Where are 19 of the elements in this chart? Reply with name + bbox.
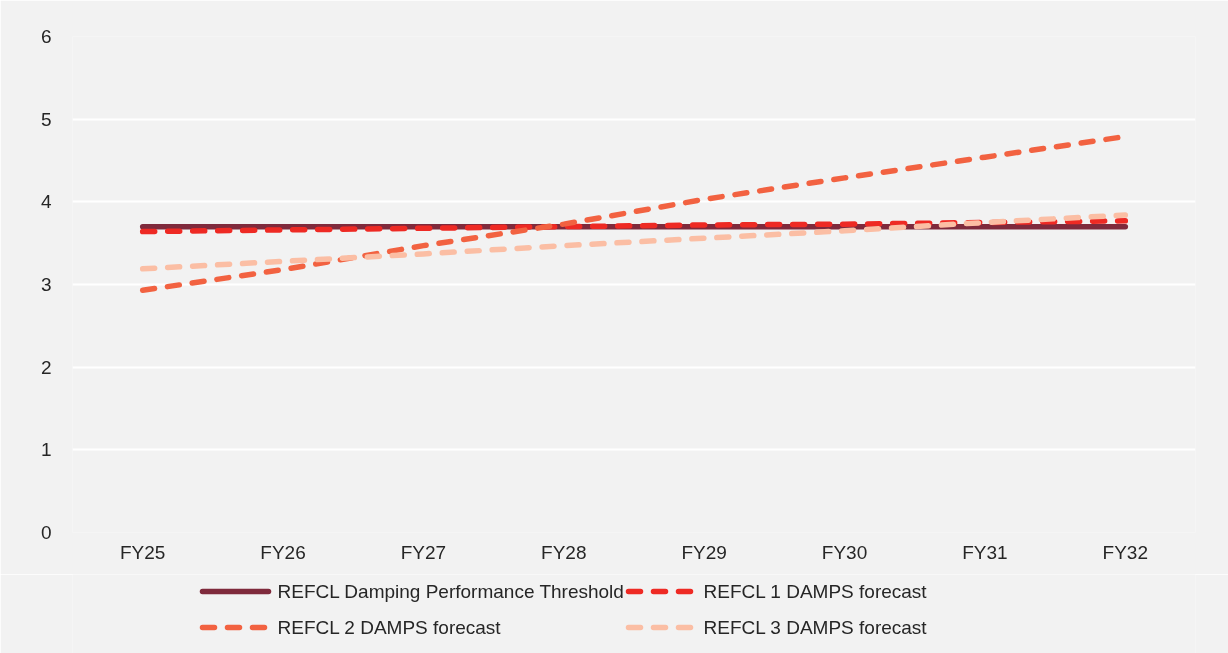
x-tick-label: FY29 (681, 541, 727, 563)
legend-label: REFCL 2 DAMPS forecast (277, 617, 502, 638)
x-tick-label: FY31 (962, 541, 1008, 563)
x-tick-label: FY26 (260, 541, 306, 563)
x-tick-label: FY32 (1102, 541, 1149, 563)
y-tick-label: 2 (40, 356, 52, 378)
x-tick-label: FY30 (821, 541, 868, 563)
y-tick-label: 4 (40, 191, 52, 213)
legend-label: REFCL Damping Performance Threshold (277, 581, 624, 602)
x-tick-label: FY25 (119, 541, 166, 563)
x-tick-label: FY28 (541, 541, 587, 563)
y-tick-label: 0 (40, 522, 52, 543)
legend-label: REFCL 3 DAMPS forecast (703, 617, 928, 638)
x-tick-label: FY27 (400, 541, 447, 563)
legend-label: REFCL 1 DAMPS forecast (703, 581, 928, 602)
y-tick-label: 6 (40, 26, 52, 47)
y-tick-label: 1 (40, 439, 52, 461)
y-tick-label: 3 (40, 274, 52, 295)
y-tick-label: 5 (40, 108, 52, 130)
